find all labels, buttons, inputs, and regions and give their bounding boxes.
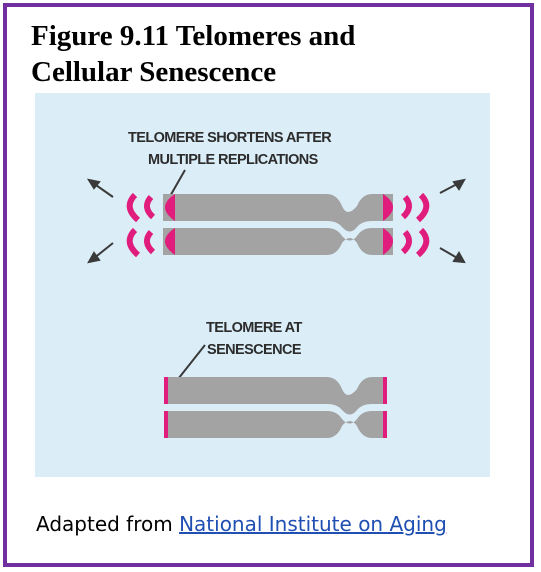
telomere-fragment — [415, 192, 430, 223]
telomere-diagram-svg: TELOMERE SHORTENS AFTER MULTIPLE REPLICA… — [86, 130, 466, 438]
telomere-fragment — [415, 227, 430, 258]
label-top-line-2: MULTIPLE REPLICATIONS — [148, 152, 319, 168]
short-telomere — [383, 411, 387, 438]
figure-title: Figure 9.11 Telomeres and Cellular Senes… — [31, 18, 355, 90]
senescent-chromosome-upper-arm — [166, 377, 385, 415]
short-telomere — [383, 377, 387, 404]
arrow-icons — [86, 178, 466, 264]
source-link[interactable]: National Institute on Aging — [179, 512, 447, 536]
figure-caption: Adapted from National Institute on Aging — [36, 512, 447, 536]
telomere-cap — [383, 228, 393, 255]
title-line-2: Cellular Senescence — [31, 56, 277, 88]
telomere-fragment — [126, 227, 141, 258]
chromosome-lower-arm — [163, 228, 393, 255]
telomere-cap — [383, 194, 393, 221]
telomere-cap — [165, 228, 175, 255]
chromosome-upper-arm — [163, 194, 393, 232]
telomere-fragment — [144, 229, 156, 255]
telomere-fragment — [400, 194, 412, 220]
telomere-fragment — [144, 194, 156, 220]
telomere-fragment — [126, 192, 141, 223]
label-bottom-line-2: SENESCENCE — [207, 342, 302, 358]
senescent-chromosome-lower-arm — [166, 411, 385, 438]
label-top-line-1: TELOMERE SHORTENS AFTER — [128, 130, 332, 146]
title-line-1: Figure 9.11 Telomeres and — [31, 20, 356, 52]
label-bottom-line-1: TELOMERE AT — [206, 320, 302, 336]
telomere-cap — [165, 194, 175, 221]
short-telomere — [164, 377, 168, 404]
short-telomere — [164, 411, 168, 438]
caption-prefix: Adapted from — [36, 512, 173, 536]
figure-frame — [3, 3, 534, 567]
telomere-fragment — [400, 229, 412, 255]
telomere-diagram: TELOMERE SHORTENS AFTER MULTIPLE REPLICA… — [35, 93, 490, 477]
